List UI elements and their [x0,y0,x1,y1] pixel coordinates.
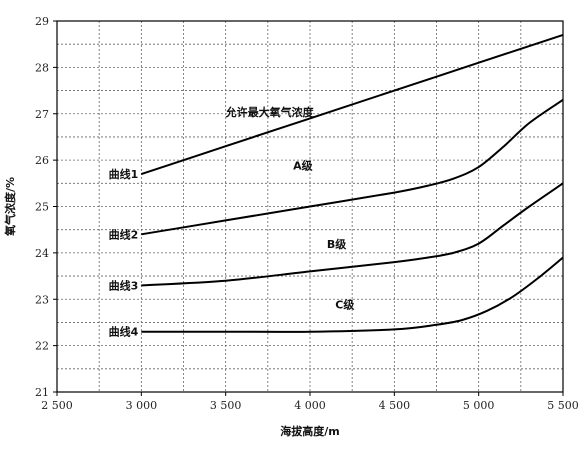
y-tick-label: 25 [35,201,49,214]
x-tick-label: 2 500 [41,399,73,412]
curve-1-line [141,33,564,175]
x-tick-label: 3 500 [210,399,242,412]
x-tick-label: 4 500 [379,399,411,412]
x-tick-label: 5 500 [547,399,579,412]
curve-4-label: 曲线4 [109,325,139,339]
y-tick-label: 28 [35,61,49,74]
annotation-2: A级 [293,158,314,172]
y-tick-label: 22 [35,340,49,353]
curve-3-line [141,182,564,287]
annotation-layer: 允许最大氧气浓度 A级 B级 C级 [225,105,356,311]
y-axis-title: 氧气浓度/% [3,177,17,237]
curve-2-line [141,99,564,236]
y-tick-label: 24 [35,247,49,260]
annotation-3: B级 [327,237,347,251]
y-tick-label: 26 [35,154,49,167]
x-axis-title: 海拔高度/m [280,424,339,438]
curve-2-label: 曲线2 [109,227,139,241]
y-tick-label: 29 [35,15,49,28]
x-tick-label: 4 000 [294,399,326,412]
y-tick-label: 21 [35,386,49,399]
annotation-1: 允许最大氧气浓度 [225,105,315,119]
curve-4-line [141,256,564,333]
grid-layer [57,21,563,392]
curve-3-label: 曲线3 [109,278,139,292]
x-tick-label: 3 000 [126,399,158,412]
x-tick-label: 5 000 [463,399,495,412]
series-layer: 曲线1 曲线2 曲线3 曲线4 [109,33,564,339]
tick-labels: 2 500 3 000 3 500 4 000 4 500 5 000 5 500 21 22 2… [35,15,579,412]
y-tick-label: 23 [35,293,49,306]
y-tick-label: 27 [35,108,49,121]
annotation-4: C级 [335,298,355,312]
curve-1-label: 曲线1 [109,167,139,181]
